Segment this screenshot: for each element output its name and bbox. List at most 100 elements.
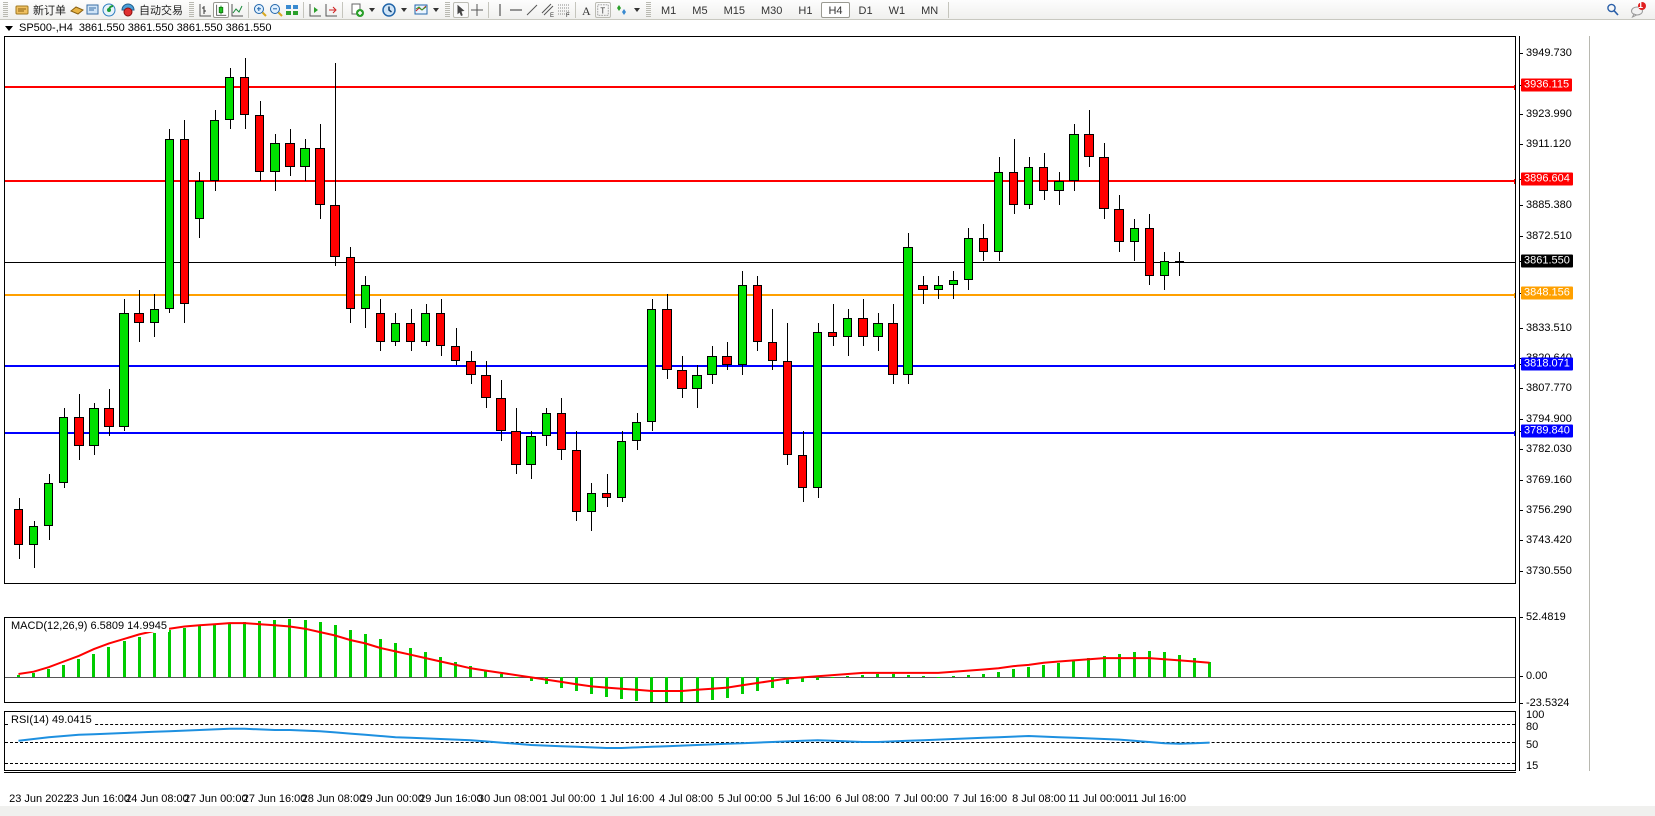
macd-histogram-bar — [183, 627, 186, 678]
macd-histogram-bar — [484, 670, 487, 678]
candle-body — [375, 313, 386, 342]
candlestick-icon[interactable] — [213, 1, 229, 18]
indicator-list-icon[interactable] — [284, 2, 300, 18]
candle-body — [13, 509, 24, 545]
time-tick: 23 Jun 16:00 — [66, 793, 130, 805]
macd-histogram-bar — [937, 677, 940, 679]
auto-scroll-icon[interactable] — [323, 2, 339, 18]
candle-body — [315, 148, 325, 205]
macd-histogram-bar — [952, 676, 955, 678]
candle-body — [556, 412, 566, 451]
price-level-resistance-1[interactable] — [5, 85, 1515, 91]
expert-advisor-icon[interactable] — [69, 2, 85, 18]
chevron-down-icon[interactable] — [369, 7, 375, 12]
macd-histogram-bar — [816, 677, 819, 680]
macd-histogram-bar — [1072, 660, 1075, 678]
candle-wick — [1179, 251, 1180, 276]
toolbar-separator-3 — [342, 1, 343, 18]
level-anchor-handle[interactable] — [1514, 85, 1515, 91]
zoom-out-icon[interactable] — [268, 2, 284, 18]
zoom-in-icon[interactable] — [252, 2, 268, 18]
equidistant-channel-icon[interactable]: E — [540, 2, 556, 19]
macd-histogram-bar — [756, 677, 759, 691]
chevron-down-icon-2[interactable] — [401, 7, 407, 12]
time-tick: 11 Jul 16:00 — [1127, 793, 1187, 805]
timeframe-m30[interactable]: M30 — [760, 4, 783, 17]
price-level-badge[interactable]: 3789.840 — [1521, 424, 1573, 438]
macd-histogram-bar — [831, 677, 834, 679]
macd-histogram-bar — [876, 673, 879, 678]
candle-body — [420, 313, 431, 342]
fibonacci-icon[interactable]: F — [556, 2, 572, 19]
price-level-badge[interactable]: 3818.071 — [1521, 357, 1573, 371]
shapes-button[interactable] — [611, 0, 643, 20]
alerts-icon[interactable]: 1 — [1629, 0, 1646, 18]
macd-histogram-bar — [1057, 662, 1060, 678]
price-axis[interactable]: 3949.7303936.1153923.9903911.1203896.604… — [1519, 36, 1589, 772]
macd-histogram-bar — [62, 664, 65, 678]
status-strip — [0, 806, 1655, 816]
candle-body — [526, 436, 536, 465]
macd-indicator-pane[interactable]: MACD(12,26,9) 6.5809 14.9945 — [4, 617, 1516, 703]
crosshair-icon[interactable] — [469, 2, 485, 18]
timeframe-m5[interactable]: M5 — [692, 4, 708, 17]
rsi-indicator-pane[interactable]: RSI(14) 49.0415 — [4, 711, 1516, 771]
price-level-support-2[interactable] — [5, 430, 1515, 436]
line-chart-icon[interactable] — [229, 2, 245, 18]
time-tick: 5 Jul 16:00 — [776, 793, 831, 805]
signals-icon[interactable] — [101, 2, 117, 18]
templates-icon — [413, 2, 429, 18]
timeframe-h1[interactable]: H1 — [798, 4, 813, 17]
data-window-icon[interactable] — [85, 2, 101, 18]
bar-chart-icon[interactable] — [197, 2, 213, 18]
period-button[interactable] — [378, 0, 410, 20]
timeframe-d1[interactable]: D1 — [858, 4, 873, 17]
trendline-icon[interactable] — [524, 2, 540, 18]
level-anchor-handle[interactable] — [1514, 293, 1515, 299]
price-level-resistance-2[interactable] — [5, 178, 1515, 184]
chart-shift-icon[interactable] — [307, 2, 323, 18]
level-anchor-handle[interactable] — [1514, 178, 1515, 184]
macd-histogram-bar — [892, 673, 895, 678]
level-anchor-handle[interactable] — [1514, 364, 1515, 370]
price-level-current-price[interactable] — [5, 262, 1515, 264]
toolbar-grip-2[interactable] — [189, 1, 194, 18]
candle-body — [1069, 133, 1079, 182]
price-level-badge[interactable]: 3861.550 — [1521, 254, 1573, 268]
macd-histogram-bar — [515, 677, 518, 679]
time-tick: 11 Jul 00:00 — [1068, 793, 1128, 805]
timeframe-h4[interactable]: H4 — [821, 1, 850, 18]
text-icon[interactable]: T — [595, 1, 611, 18]
toolbar-grip-3[interactable] — [445, 1, 450, 18]
price-chart-pane[interactable] — [4, 36, 1516, 584]
add-indicator-button[interactable] — [346, 0, 378, 20]
candle-body — [662, 308, 672, 371]
toolbar-grip-4[interactable] — [646, 1, 651, 18]
price-level-support-1[interactable] — [5, 364, 1515, 370]
toolbar-grip[interactable] — [3, 1, 8, 18]
level-anchor-handle[interactable] — [1514, 430, 1515, 436]
macd-histogram-bar — [982, 673, 985, 678]
candle-wick — [335, 62, 336, 267]
new-order-button[interactable]: 新订单 — [11, 0, 69, 20]
autotrading-button[interactable]: 自动交易 — [117, 0, 186, 20]
price-level-badge[interactable]: 3848.156 — [1521, 286, 1573, 300]
search-icon[interactable] — [1605, 2, 1621, 18]
chart-menu-caret-icon[interactable] — [5, 25, 13, 31]
text-label-icon[interactable]: A — [579, 2, 595, 18]
candle-body — [451, 346, 461, 361]
price-level-badge[interactable]: 3936.115 — [1521, 78, 1573, 92]
timeframe-mn[interactable]: MN — [921, 4, 939, 17]
vertical-line-icon[interactable] — [492, 2, 508, 18]
horizontal-line-icon[interactable] — [508, 2, 524, 18]
macd-histogram-bar — [771, 677, 774, 688]
timeframe-m15[interactable]: M15 — [723, 4, 745, 17]
cursor-icon[interactable] — [453, 1, 469, 18]
chevron-down-icon-3[interactable] — [433, 7, 439, 12]
candle-body — [858, 318, 868, 337]
timeframe-m1[interactable]: M1 — [661, 4, 677, 17]
chevron-down-icon-4[interactable] — [634, 7, 640, 12]
price-level-badge[interactable]: 3896.604 — [1521, 172, 1573, 186]
templates-button[interactable] — [410, 0, 442, 20]
timeframe-w1[interactable]: W1 — [888, 4, 906, 17]
